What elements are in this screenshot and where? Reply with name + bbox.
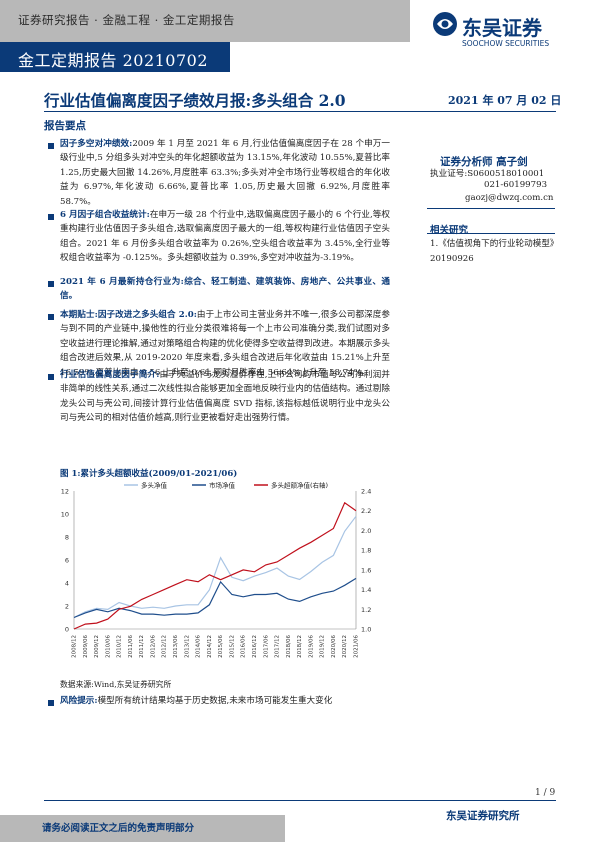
x-tick-label: 2016/06 (241, 635, 247, 658)
legend-label: 市场净值 (209, 481, 236, 490)
y-left-tick-label: 2 (65, 603, 69, 611)
y-left-tick-label: 12 (61, 488, 69, 496)
x-tick-label: 2009/12 (94, 635, 100, 658)
footer-gray-band (0, 815, 285, 842)
report-date: 2021 年 07 月 02 日 (448, 94, 562, 107)
y-left-tick-label: 0 (65, 626, 69, 634)
y-right-tick-label: 1.6 (361, 566, 371, 574)
bullet-marker (48, 314, 54, 320)
header-gray-band (0, 0, 410, 42)
x-tick-label: 2020/06 (331, 635, 337, 658)
bullet-label: 行业估值偏离度因子简介: (60, 370, 160, 380)
y-left-tick-label: 6 (65, 557, 69, 565)
bullet-holdings: 2021 年 6 月最新持仓行业为:综合、轻工制造、建筑装饰、房地产、公共事业、… (60, 275, 390, 305)
risk-text: 模型所有统计结果均基于历史数据,未来市场可能发生重大变化 (97, 696, 333, 706)
bullet-marker (48, 374, 54, 380)
x-tick-label: 2011/12 (139, 635, 145, 658)
bullet-text: 由于上市公司主营业务并不唯一,很多公司都深度参与到不同的产业链中,操他性的行业分… (60, 310, 390, 378)
breadcrumb: 证券研究报告 · 金融工程 · 金工定期报告 (18, 13, 235, 27)
series-line-2 (73, 501, 357, 630)
risk-label: 风险提示: (60, 696, 98, 706)
x-tick-label: 2021/06 (354, 635, 360, 658)
bullet-marker (48, 143, 54, 149)
report-series: 金工定期报告 20210702 (18, 51, 209, 70)
analyst-email[interactable]: gaozj@dwzq.com.cn (465, 193, 554, 203)
bullet-text: 在申万一级 28 个行业中,选取偏离度因子最小的 6 个行业,等权重构建行业估值… (60, 210, 390, 264)
x-tick-label: 2018/12 (297, 635, 303, 658)
bullet-text: 由于壳溢价与龙头溢价存在,上市公司的市值与公司净利润并非简单的线性关系,通过二次… (60, 370, 390, 424)
y-right-tick-label: 1.0 (361, 626, 371, 634)
x-tick-label: 2008/12 (72, 635, 78, 658)
bullet-tips: 本期贴士:因子改进之多头组合 2.0:由于上市公司主营业务并不唯一,很多公司都深… (60, 308, 390, 383)
logo-emblem-icon (433, 12, 457, 36)
x-tick-label: 2017/06 (263, 635, 269, 658)
x-tick-label: 2010/12 (117, 635, 123, 658)
y-right-tick-label: 1.4 (361, 586, 371, 594)
y-right-tick-label: 2.0 (361, 527, 371, 535)
x-tick-label: 2011/06 (128, 635, 134, 658)
bullet-label: 6 月因子组合收益统计: (60, 210, 150, 220)
y-right-tick-label: 1.2 (361, 606, 371, 614)
x-tick-label: 2014/06 (196, 635, 202, 658)
summary-heading: 报告要点 (44, 120, 86, 132)
logo-text: 东吴证券 (462, 16, 542, 40)
report-title: 行业估值偏离度因子绩效月报:多头组合 2.0 (44, 91, 346, 110)
x-tick-label: 2010/06 (105, 635, 111, 658)
report-series-band (0, 42, 230, 72)
bullet-label: 2021 年 6 月最新持仓行业为:综合、轻工制造、建筑装饰、房地产、公共事业、… (60, 277, 390, 302)
series-line-0 (73, 515, 357, 619)
x-tick-label: 2020/12 (342, 635, 348, 658)
y-left-tick-label: 4 (65, 580, 69, 588)
chart-title: 图 1:累计多头超额收益(2009/01-2021/06) (60, 469, 238, 479)
analyst-divider (427, 208, 555, 209)
footer-divider (44, 800, 556, 801)
x-tick-label: 2012/06 (150, 635, 156, 658)
disclaimer-link[interactable]: 请务必阅读正文之后的免责声明部分 (42, 823, 195, 834)
legend-label: 多头超额净值(右轴) (271, 481, 328, 490)
x-tick-label: 2019/12 (320, 635, 326, 658)
x-tick-label: 2018/06 (286, 635, 292, 658)
x-tick-label: 2014/12 (207, 635, 213, 658)
x-tick-label: 2017/12 (275, 635, 281, 658)
risk-warning: 风险提示:模型所有统计结果均基于历史数据,未来市场可能发生重大变化 (60, 694, 390, 724)
chart-source: 数据来源:Wind,东吴证券研究所 (60, 680, 172, 689)
y-left-tick-label: 8 (65, 534, 69, 542)
bullet-marker (48, 700, 54, 706)
page-number: 1 / 9 (535, 788, 556, 798)
related-heading: 相关研究 (430, 225, 469, 236)
cumulative-excess-chart: 0 2 4 6 8 10 12 1.0 1.2 1.4 1.6 1.8 2.0 2.2 2.4 2008/12… (61, 481, 372, 658)
bullet-marker (48, 214, 54, 220)
related-item[interactable]: 1.《估值视角下的行业轮动模型》20190926 (430, 239, 559, 264)
x-tick-label: 2019/06 (308, 635, 314, 658)
bullet-text: 2009 年 1 月至 2021 年 6 月,行业估值偏离度因子在 28 个申万… (60, 139, 390, 207)
y-right-tick-label: 2.4 (361, 488, 371, 496)
analyst-name: 证券分析师 高子剑 (440, 156, 528, 168)
legend-label: 多头净值 (141, 481, 168, 490)
bullet-marker (48, 281, 54, 287)
bullet-label: 本期贴士:因子改进之多头组合 2.0: (60, 310, 197, 320)
x-tick-label: 2013/06 (173, 635, 179, 658)
title-divider (44, 111, 556, 112)
y-left-tick-label: 10 (61, 511, 69, 519)
y-right-tick-label: 1.8 (361, 547, 371, 555)
analyst-license: 执业证号:S0600518010001 (430, 169, 545, 179)
bullet-label: 因子多空对冲绩效: (60, 139, 133, 149)
x-tick-label: 2016/12 (252, 635, 258, 658)
bullet-factor-intro: 行业估值偏离度因子简介:由于壳溢价与龙头溢价存在,上市公司的市值与公司净利润并非… (60, 368, 390, 443)
footer-institute: 东吴证券研究所 (446, 810, 520, 822)
y-right-tick-label: 2.2 (361, 507, 371, 515)
logo-english: SOOCHOW SECURITIES (462, 39, 550, 48)
x-tick-label: 2012/12 (162, 635, 168, 658)
x-tick-label: 2009/06 (83, 635, 89, 658)
x-tick-label: 2015/12 (229, 635, 235, 658)
bullet-long-short: 因子多空对冲绩效:2009 年 1 月至 2021 年 6 月,行业估值偏离度因… (60, 137, 390, 212)
related-divider (427, 233, 555, 234)
x-tick-label: 2013/12 (184, 635, 190, 658)
x-tick-label: 2015/06 (218, 635, 224, 658)
bullet-june-returns: 6 月因子组合收益统计:在申万一级 28 个行业中,选取偏离度因子最小的 6 个… (60, 208, 390, 268)
analyst-phone: 021-60199793 (484, 180, 548, 190)
